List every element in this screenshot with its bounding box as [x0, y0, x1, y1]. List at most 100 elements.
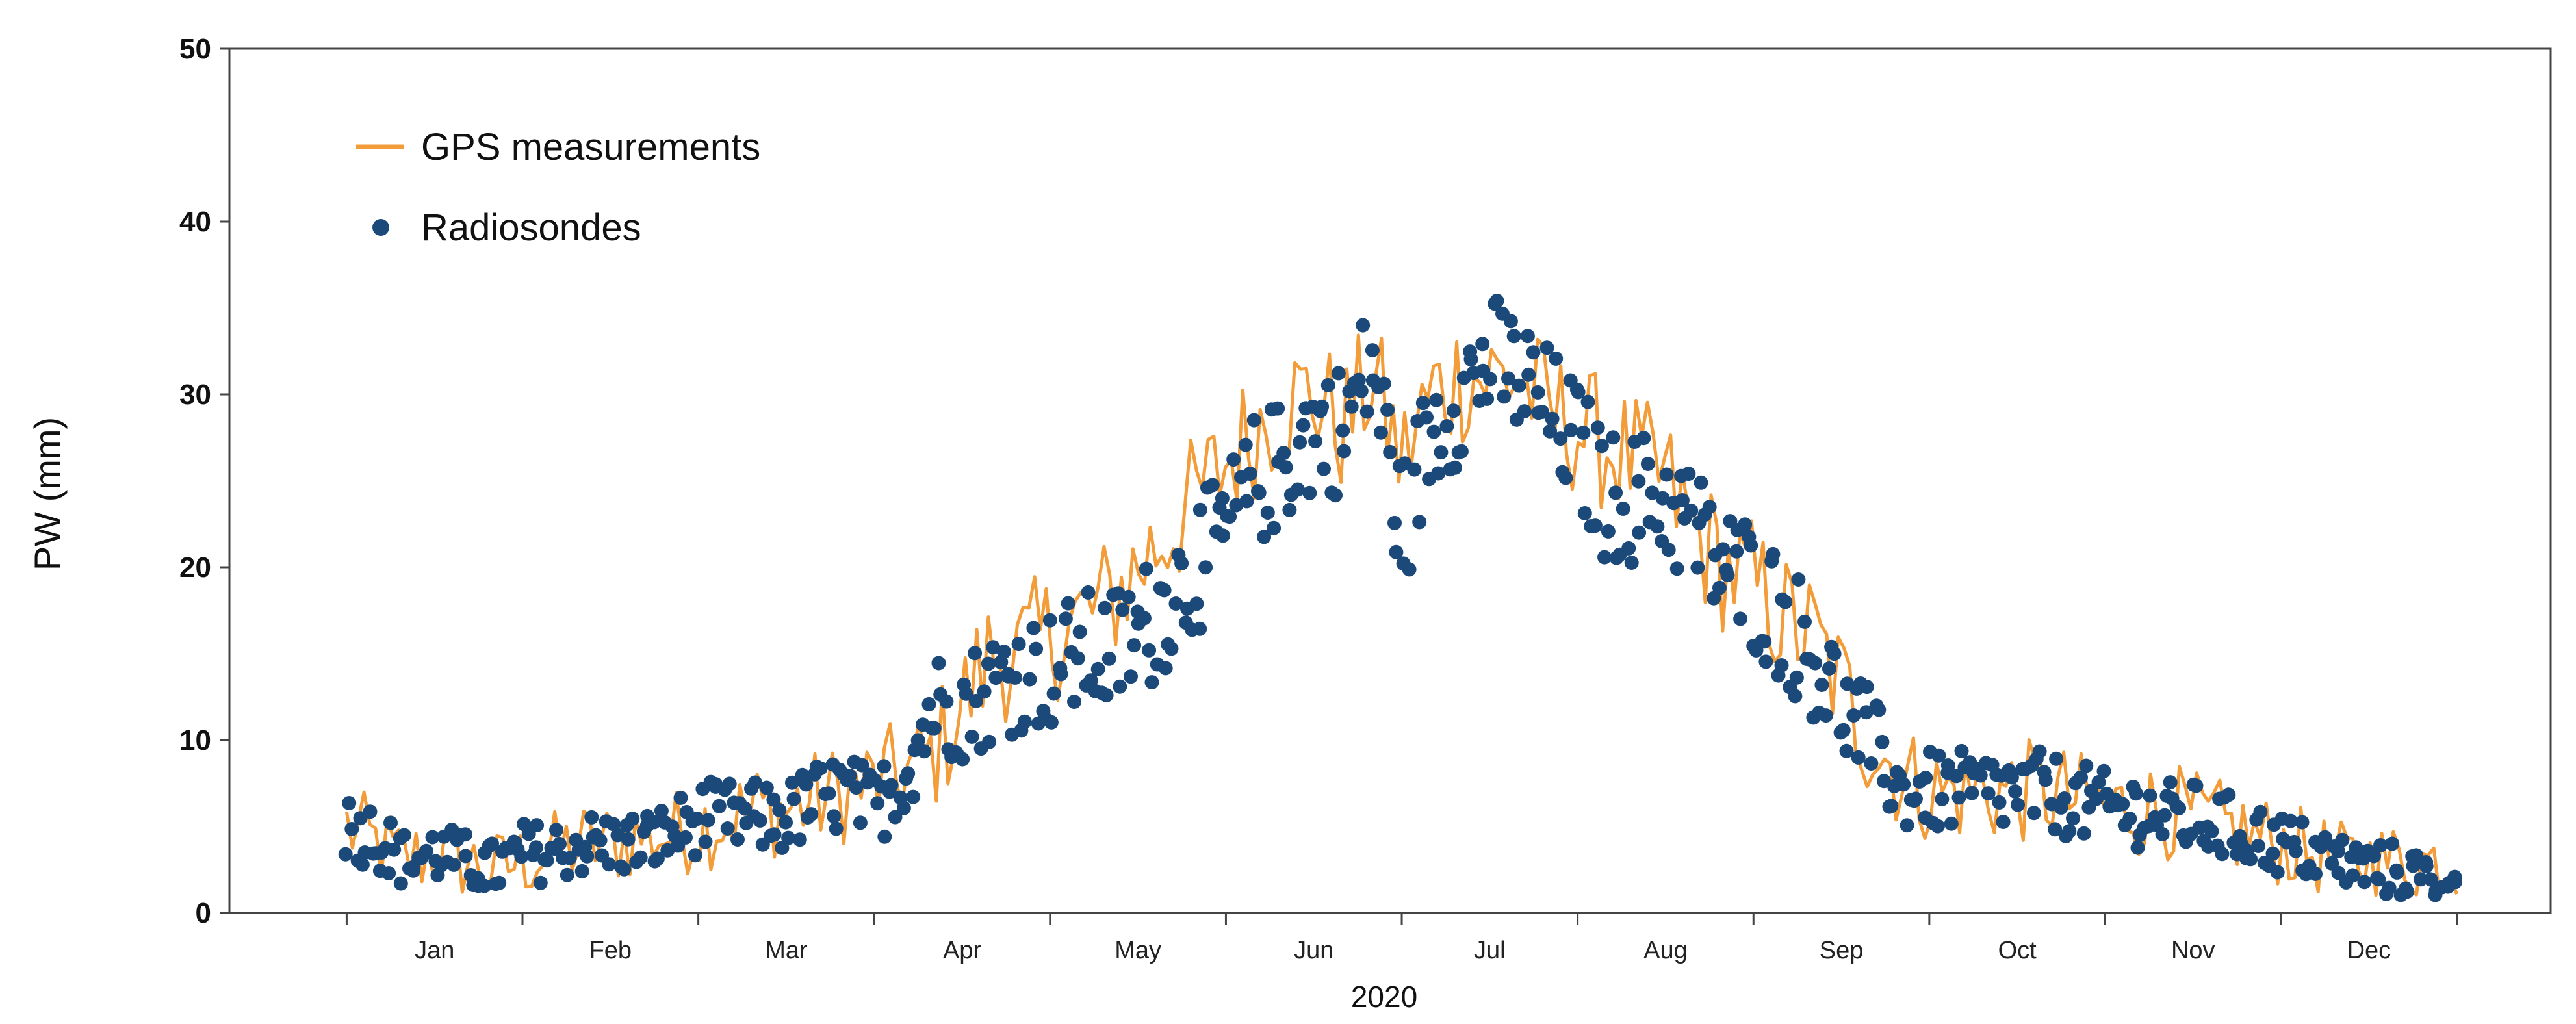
radiosonde-point — [1992, 795, 2007, 810]
radiosonde-point — [2057, 791, 2072, 806]
radiosonde-point — [2163, 775, 2178, 790]
radiosonde-point — [982, 734, 997, 749]
radiosonde-point — [968, 646, 983, 661]
radiosonde-point — [625, 812, 640, 826]
radiosonde-point — [701, 813, 715, 828]
radiosonde-point — [2157, 808, 2172, 823]
radiosonde-point — [1512, 378, 1526, 393]
radiosonde-point — [877, 759, 892, 774]
radiosonde-point — [1788, 689, 1803, 704]
radiosonde-point — [1594, 439, 1609, 454]
radiosonde-point — [621, 832, 636, 847]
radiosonde-point — [1270, 401, 1285, 416]
radiosonde-point — [1042, 613, 1057, 628]
radiosonde-point — [1434, 445, 1449, 460]
x-tick-label: Oct — [1998, 937, 2037, 964]
radiosonde-point — [730, 832, 745, 847]
radiosonde-point — [1215, 528, 1230, 543]
radiosonde-point — [1426, 424, 1441, 439]
x-tick-label: May — [1114, 937, 1161, 964]
radiosonde-point — [1859, 705, 1874, 720]
radiosonde-point — [1246, 413, 1261, 428]
radiosonde-point — [1192, 502, 1207, 517]
radiosonde-point — [1429, 392, 1444, 407]
radiosonde-point — [1675, 493, 1690, 507]
radiosonde-point — [1344, 399, 1359, 414]
radiosonde-point — [2413, 872, 2428, 887]
radiosonde-point — [2400, 884, 2415, 899]
radiosonde-point — [1354, 383, 1369, 398]
radiosonde-point — [2373, 838, 2388, 852]
radiosonde-point — [1383, 444, 1398, 459]
radiosonde-point — [698, 834, 713, 849]
radiosonde-point — [906, 789, 921, 804]
radiosonde-point — [363, 804, 378, 819]
x-tick-label: Jul — [1474, 937, 1506, 964]
radiosonde-point — [1142, 643, 1157, 658]
radiosonde-point — [1226, 452, 1241, 467]
radiosonde-point — [917, 744, 932, 759]
radiosonde-point — [2385, 836, 2400, 851]
radiosonde-point — [1164, 641, 1179, 656]
radiosonde-point — [2011, 797, 2025, 812]
radiosonde-series — [338, 294, 2462, 902]
radiosonde-point — [2091, 774, 2106, 789]
radiosonde-point — [1940, 758, 1955, 773]
radiosonde-point — [1729, 544, 1744, 559]
radiosonde-point — [2204, 824, 2219, 839]
y-tick-label: 10 — [179, 724, 211, 756]
radiosonde-point — [2032, 744, 2047, 759]
radiosonde-point — [580, 849, 595, 864]
radiosonde-point — [827, 809, 842, 824]
radiosonde-point — [689, 812, 704, 826]
radiosonde-point — [981, 656, 996, 671]
radiosonde-point — [1121, 589, 1136, 604]
radiosonde-point — [383, 815, 398, 830]
radiosonde-point — [2371, 872, 2386, 887]
radiosonde-point — [720, 821, 735, 836]
radiosonde-point — [884, 778, 899, 793]
radiosonde-point — [1113, 679, 1127, 694]
radiosonde-point — [1389, 544, 1404, 559]
radiosonde-point — [633, 850, 648, 865]
radiosonde-point — [1884, 799, 1899, 813]
radiosonde-point — [1497, 389, 1512, 404]
radiosonde-point — [1144, 675, 1159, 690]
radiosonde-point — [606, 817, 621, 832]
radiosonde-point — [1267, 520, 1282, 535]
radiosonde-point — [1716, 542, 1731, 557]
radiosonde-point — [1655, 491, 1670, 506]
radiosonde-point — [419, 843, 433, 858]
radiosonde-point — [927, 721, 942, 736]
radiosonde-point — [2243, 852, 2258, 867]
radiosonde-point — [530, 818, 545, 833]
radiosonde-point — [792, 832, 807, 847]
x-axis-title: 2020 — [1351, 980, 1417, 1014]
radiosonde-point — [1712, 580, 1727, 595]
radiosonde-point — [2389, 865, 2404, 880]
radiosonde-point — [1836, 723, 1851, 737]
radiosonde-point — [1543, 424, 1558, 439]
radiosonde-point — [2331, 844, 2345, 859]
radiosonde-point — [1419, 410, 1434, 425]
radiosonde-point — [1766, 546, 1781, 561]
radiosonde-point — [766, 792, 781, 807]
radiosonde-point — [1774, 658, 1789, 672]
radiosonde-point — [1238, 437, 1253, 452]
radiosonde-point — [1590, 420, 1605, 435]
radiosonde-point — [896, 800, 911, 815]
radiosonde-point — [1517, 404, 1532, 419]
radiosonde-point — [2317, 830, 2332, 845]
radiosonde-point — [1778, 595, 1793, 609]
radiosonde-point — [1454, 444, 1469, 459]
radiosonde-point — [1022, 672, 1037, 687]
radiosonde-point — [1168, 596, 1183, 611]
radiosonde-point — [901, 766, 916, 781]
radiosonde-point — [2288, 843, 2303, 858]
radiosonde-point — [977, 684, 992, 699]
radiosonde-point — [1402, 562, 1417, 577]
radiosonde-point — [1387, 515, 1402, 530]
radiosonde-point — [355, 857, 370, 872]
radiosonde-point — [2172, 800, 2187, 815]
radiosonde-point — [1571, 385, 1586, 400]
